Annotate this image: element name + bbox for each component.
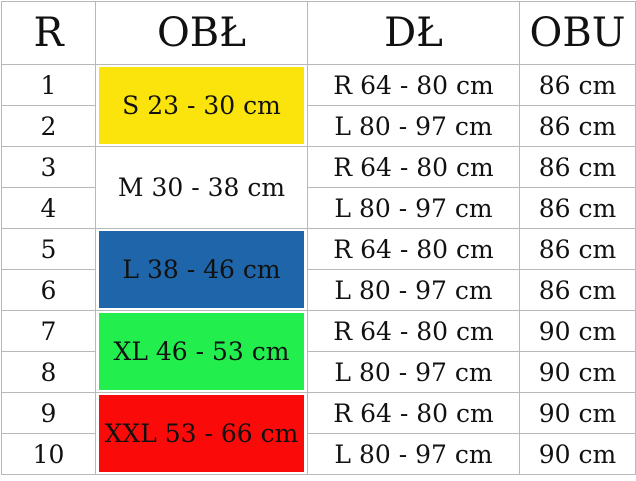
header-cell: OBŁ bbox=[95, 1, 308, 65]
row: 4 L 80 - 97 cm 86 cm bbox=[1, 187, 636, 229]
length-cell: R 64 - 80 cm bbox=[307, 64, 520, 106]
length-cell: L 80 - 97 cm bbox=[307, 105, 520, 147]
size-cell: XXL 53 - 66 cm bbox=[95, 392, 308, 475]
row-number: 1 bbox=[1, 64, 96, 106]
size-label: XL 46 - 53 cm bbox=[99, 313, 304, 390]
row-number: 10 bbox=[1, 433, 96, 475]
size-cell: L 38 - 46 cm bbox=[95, 228, 308, 311]
header-cell: DŁ bbox=[307, 1, 520, 65]
row: 8 L 80 - 97 cm 90 cm bbox=[1, 351, 636, 393]
circumference-cell: 86 cm bbox=[519, 269, 636, 311]
row-number: 8 bbox=[1, 351, 96, 393]
circumference-cell: 90 cm bbox=[519, 310, 636, 352]
size-label: L 38 - 46 cm bbox=[99, 231, 304, 308]
row-number: 5 bbox=[1, 228, 96, 270]
circumference-cell: 90 cm bbox=[519, 392, 636, 434]
length-cell: L 80 - 97 cm bbox=[307, 351, 520, 393]
header-row: R OBŁ DŁ OBU bbox=[1, 1, 636, 65]
size-label: XXL 53 - 66 cm bbox=[99, 395, 304, 472]
length-cell: R 64 - 80 cm bbox=[307, 310, 520, 352]
row-number: 4 bbox=[1, 187, 96, 229]
size-cell: XL 46 - 53 cm bbox=[95, 310, 308, 393]
length-cell: L 80 - 97 cm bbox=[307, 187, 520, 229]
row: 9 XXL 53 - 66 cm R 64 - 80 cm 90 cm bbox=[1, 392, 636, 475]
header-cell: R bbox=[1, 1, 96, 65]
row-number: 2 bbox=[1, 105, 96, 147]
circumference-cell: 86 cm bbox=[519, 146, 636, 188]
row: 7 XL 46 - 53 cm R 64 - 80 cm 90 cm bbox=[1, 310, 636, 393]
row-number: 6 bbox=[1, 269, 96, 311]
row: 2 L 80 - 97 cm 86 cm bbox=[1, 105, 636, 147]
row-number: 3 bbox=[1, 146, 96, 188]
circumference-cell: 90 cm bbox=[519, 351, 636, 393]
row-number: 9 bbox=[1, 392, 96, 434]
size-cell: S 23 - 30 cm bbox=[95, 64, 308, 147]
circumference-cell: 90 cm bbox=[519, 433, 636, 475]
length-cell: R 64 - 80 cm bbox=[307, 392, 520, 434]
header-cell: OBU bbox=[519, 1, 636, 65]
length-cell: R 64 - 80 cm bbox=[307, 146, 520, 188]
row-number: 7 bbox=[1, 310, 96, 352]
circumference-cell: 86 cm bbox=[519, 105, 636, 147]
length-cell: L 80 - 97 cm bbox=[307, 269, 520, 311]
circumference-cell: 86 cm bbox=[519, 187, 636, 229]
size-label: M 30 - 38 cm bbox=[99, 149, 304, 226]
length-cell: L 80 - 97 cm bbox=[307, 433, 520, 475]
circumference-cell: 86 cm bbox=[519, 228, 636, 270]
row: 6 L 80 - 97 cm 86 cm bbox=[1, 269, 636, 311]
row: 10 L 80 - 97 cm 90 cm bbox=[1, 433, 636, 475]
length-cell: R 64 - 80 cm bbox=[307, 228, 520, 270]
size-label: S 23 - 30 cm bbox=[99, 67, 304, 144]
size-cell: M 30 - 38 cm bbox=[95, 146, 308, 229]
circumference-cell: 86 cm bbox=[519, 64, 636, 106]
